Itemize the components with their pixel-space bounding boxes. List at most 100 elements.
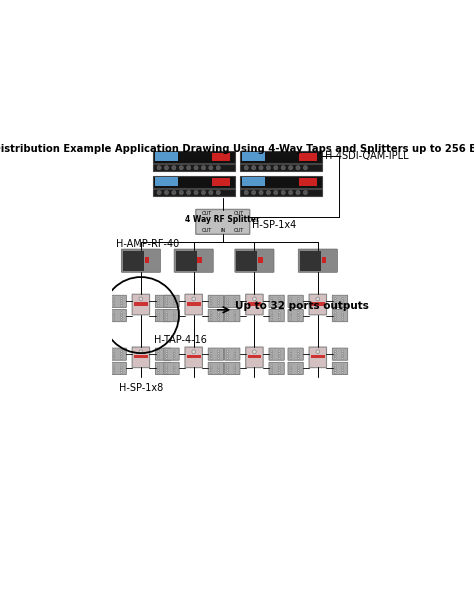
Circle shape [113,365,115,367]
Circle shape [271,355,273,357]
Circle shape [120,372,122,374]
Circle shape [334,350,336,352]
Circle shape [210,305,212,307]
Circle shape [227,314,228,316]
FancyBboxPatch shape [288,362,303,374]
Circle shape [194,165,198,170]
Circle shape [113,372,115,374]
Circle shape [166,350,168,352]
Circle shape [139,297,143,301]
Circle shape [278,305,280,307]
Circle shape [297,298,299,300]
Circle shape [210,353,212,355]
Circle shape [157,372,159,374]
FancyBboxPatch shape [309,347,327,368]
Circle shape [271,367,273,369]
Circle shape [234,353,236,355]
Circle shape [342,305,344,307]
Text: OUT: OUT [234,211,244,216]
Circle shape [342,302,344,304]
Circle shape [334,365,336,367]
Circle shape [173,358,175,359]
Circle shape [234,302,236,304]
Circle shape [164,190,169,195]
Circle shape [278,311,280,314]
Circle shape [165,370,167,371]
Circle shape [113,355,115,357]
Circle shape [157,355,159,357]
Circle shape [165,311,167,314]
Bar [258,258,263,263]
FancyBboxPatch shape [288,348,303,360]
Circle shape [227,367,228,369]
Circle shape [289,165,293,170]
FancyBboxPatch shape [153,164,235,171]
Bar [155,152,178,161]
Text: CATV RF Distribution Example Application Drawing Using 4-Way Taps and Splitters : CATV RF Distribution Example Application… [0,144,474,155]
Circle shape [173,372,175,374]
Circle shape [278,367,280,369]
Circle shape [157,300,159,302]
Circle shape [157,305,159,307]
Text: H-AMP-RF-40: H-AMP-RF-40 [116,238,179,249]
Circle shape [271,370,273,371]
Circle shape [342,355,344,357]
Circle shape [218,365,219,367]
Circle shape [278,316,280,319]
Circle shape [165,316,167,319]
Circle shape [297,365,299,367]
FancyBboxPatch shape [269,310,284,322]
Circle shape [297,370,299,371]
Circle shape [271,311,273,314]
Circle shape [165,305,167,307]
Circle shape [278,350,280,352]
FancyBboxPatch shape [208,310,224,322]
Circle shape [120,300,122,302]
FancyBboxPatch shape [269,362,284,374]
Circle shape [297,353,299,355]
Circle shape [173,365,175,367]
Circle shape [334,314,336,316]
Circle shape [187,165,191,170]
Circle shape [194,190,198,195]
Bar [322,258,326,263]
Circle shape [342,353,344,355]
Circle shape [227,358,228,359]
Circle shape [234,298,236,300]
Circle shape [210,314,212,316]
Circle shape [166,316,168,319]
Circle shape [342,311,344,314]
Circle shape [120,316,122,319]
Circle shape [342,300,344,302]
Circle shape [227,353,228,355]
Circle shape [266,165,271,170]
Circle shape [218,314,219,316]
Circle shape [273,190,278,195]
Circle shape [113,305,115,307]
FancyBboxPatch shape [225,295,240,307]
FancyBboxPatch shape [332,362,347,374]
Circle shape [334,370,336,371]
Circle shape [234,355,236,357]
Circle shape [120,311,122,314]
Circle shape [218,300,219,302]
Circle shape [173,311,175,314]
Circle shape [218,350,219,352]
Circle shape [120,298,122,300]
Circle shape [157,190,161,195]
Circle shape [192,350,196,353]
FancyBboxPatch shape [332,295,347,307]
Circle shape [165,300,167,302]
Circle shape [278,314,280,316]
Circle shape [157,319,159,321]
Circle shape [227,302,228,304]
Circle shape [172,165,176,170]
Circle shape [218,370,219,371]
Circle shape [290,367,292,369]
Circle shape [234,305,236,307]
FancyBboxPatch shape [225,348,240,360]
FancyBboxPatch shape [332,348,347,360]
Circle shape [278,370,280,371]
Circle shape [166,314,168,316]
Circle shape [120,365,122,367]
